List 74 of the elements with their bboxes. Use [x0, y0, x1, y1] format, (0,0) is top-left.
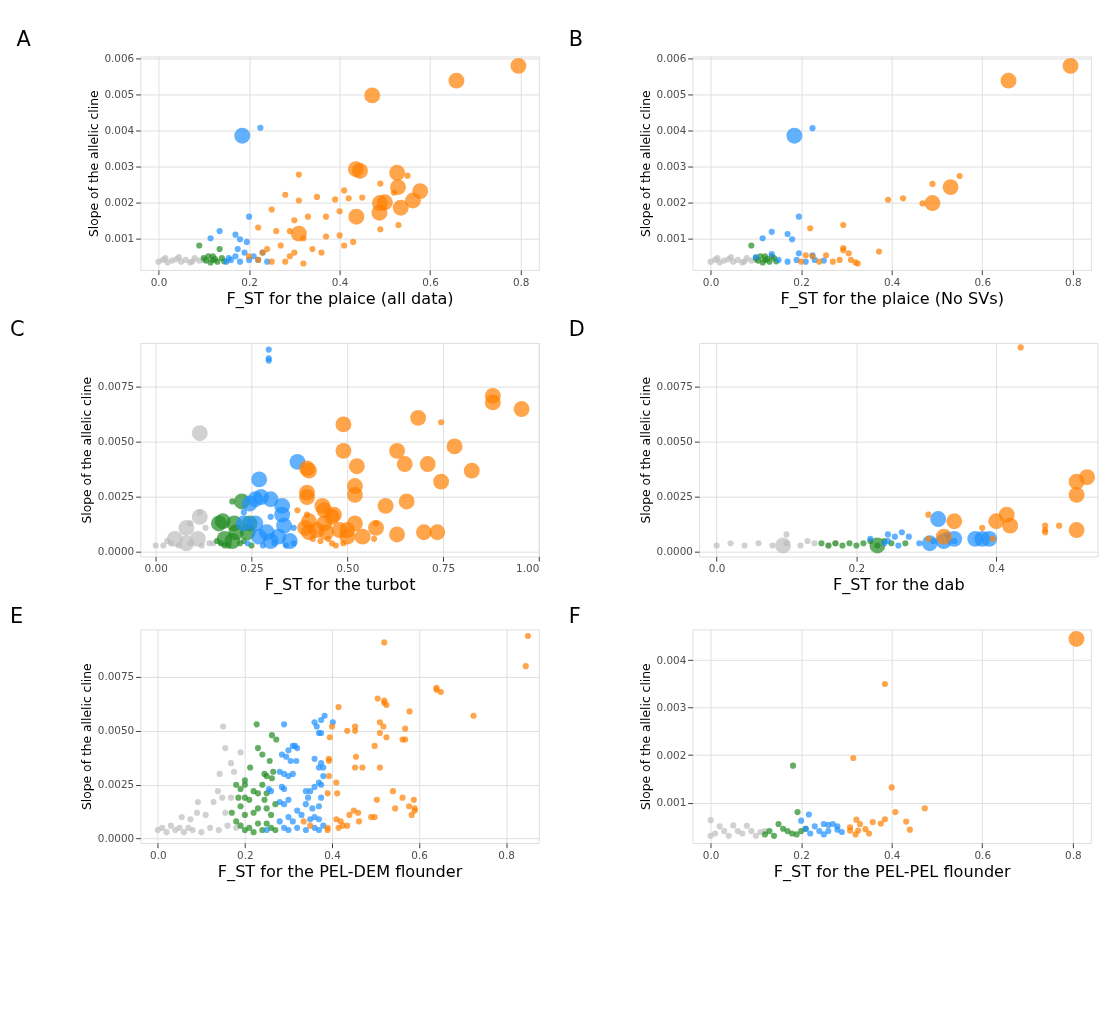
x-tick-label: 0.4 [331, 275, 349, 288]
x-tick-label: 0.00 [144, 562, 168, 575]
chart-title: B [568, 26, 584, 51]
x-tick-label: 0.50 [336, 562, 360, 575]
y-tick-label: 0.0050 [656, 435, 693, 448]
x-tick-label: 0.8 [1065, 848, 1082, 861]
x-tick-label: 0.75 [431, 562, 456, 575]
x-axis-title: F_ST for the PEL-PEL flounder [773, 861, 1012, 882]
y-tick-label: 0.0000 [97, 545, 135, 558]
x-tick-label: 0.4 [324, 848, 342, 861]
x-tick-label: 0.0 [150, 275, 168, 288]
y-tick-label: 0.0050 [97, 724, 135, 737]
x-tick-label: 0.6 [411, 848, 428, 861]
x-tick-label: 0.0 [702, 848, 720, 861]
y-tick-label: 0.004 [656, 123, 687, 136]
x-tick-label: 0.2 [237, 848, 254, 861]
y-tick-label: 0.001 [656, 795, 687, 808]
y-tick-label: 0.005 [104, 87, 135, 100]
y-tick-label: 0.0075 [656, 380, 693, 393]
x-tick-label: 0.6 [422, 275, 439, 288]
y-axis-title: Slope of the allelic cline [80, 376, 95, 524]
y-tick-label: 0.002 [656, 748, 687, 761]
x-axis-title: F_ST for the plaice (No SVs) [780, 288, 1004, 309]
y-tick-label: 0.003 [656, 701, 687, 714]
y-tick-label: 0.004 [104, 123, 135, 136]
x-axis-title: F_ST for the dab [832, 575, 965, 596]
x-tick-label: 0.8 [1065, 275, 1082, 288]
x-tick-label: 0.6 [974, 848, 992, 861]
y-tick-label: 0.005 [656, 87, 687, 100]
y-tick-label: 0.0025 [97, 490, 135, 503]
y-axis-title: Slope of the allelic cline [638, 90, 653, 238]
y-tick-label: 0.0025 [97, 778, 135, 791]
x-tick-label: 0.0 [702, 275, 720, 288]
x-tick-label: 0.2 [241, 275, 258, 288]
y-tick-label: 0.003 [104, 159, 135, 172]
y-tick-label: 0.004 [656, 653, 687, 666]
y-tick-label: 0.0075 [97, 380, 135, 393]
chart-title: F [568, 603, 581, 628]
chart-title: D [568, 317, 585, 342]
x-axis-title: F_ST for the plaice (all data) [226, 288, 454, 309]
y-tick-label: 0.0000 [97, 831, 135, 844]
x-tick-label: 0.4 [988, 562, 1006, 575]
x-tick-label: 0.25 [240, 562, 264, 575]
x-tick-label: 0.6 [974, 275, 992, 288]
y-tick-label: 0.0025 [656, 490, 693, 503]
y-tick-label: 0.002 [104, 195, 135, 208]
y-tick-label: 0.0075 [97, 670, 135, 683]
x-tick-label: 0.2 [848, 562, 866, 575]
x-tick-label: 0.4 [883, 848, 901, 861]
y-axis-title: Slope of the allelic cline [80, 663, 95, 811]
chart-title: E [9, 603, 24, 628]
x-tick-label: 1.00 [516, 562, 540, 575]
x-tick-label: 0.2 [793, 275, 810, 288]
y-tick-label: 0.002 [656, 195, 687, 208]
x-tick-label: 0.8 [512, 275, 530, 288]
chart-title: A [16, 26, 32, 51]
x-tick-label: 0.4 [883, 275, 901, 288]
x-tick-label: 0.2 [793, 848, 810, 861]
y-tick-label: 0.006 [104, 51, 135, 64]
y-tick-label: 0.0050 [97, 435, 135, 448]
x-axis-title: F_ST for the PEL-DEM flounder [217, 861, 463, 882]
y-tick-label: 0.006 [656, 51, 687, 64]
y-tick-label: 0.001 [104, 231, 135, 244]
x-tick-label: 0.8 [498, 848, 515, 861]
chart-title: C [9, 317, 25, 342]
y-tick-label: 0.0000 [656, 545, 693, 558]
x-axis-title: F_ST for the turbot [264, 575, 416, 596]
x-tick-label: 0.0 [708, 562, 726, 575]
y-tick-label: 0.003 [656, 159, 687, 172]
y-tick-label: 0.001 [656, 231, 687, 244]
y-axis-title: Slope of the allelic cline [86, 90, 101, 238]
x-tick-label: 0.0 [150, 848, 167, 861]
y-axis-title: Slope of the allelic cline [638, 376, 653, 524]
y-axis-title: Slope of the allelic cline [638, 663, 653, 811]
